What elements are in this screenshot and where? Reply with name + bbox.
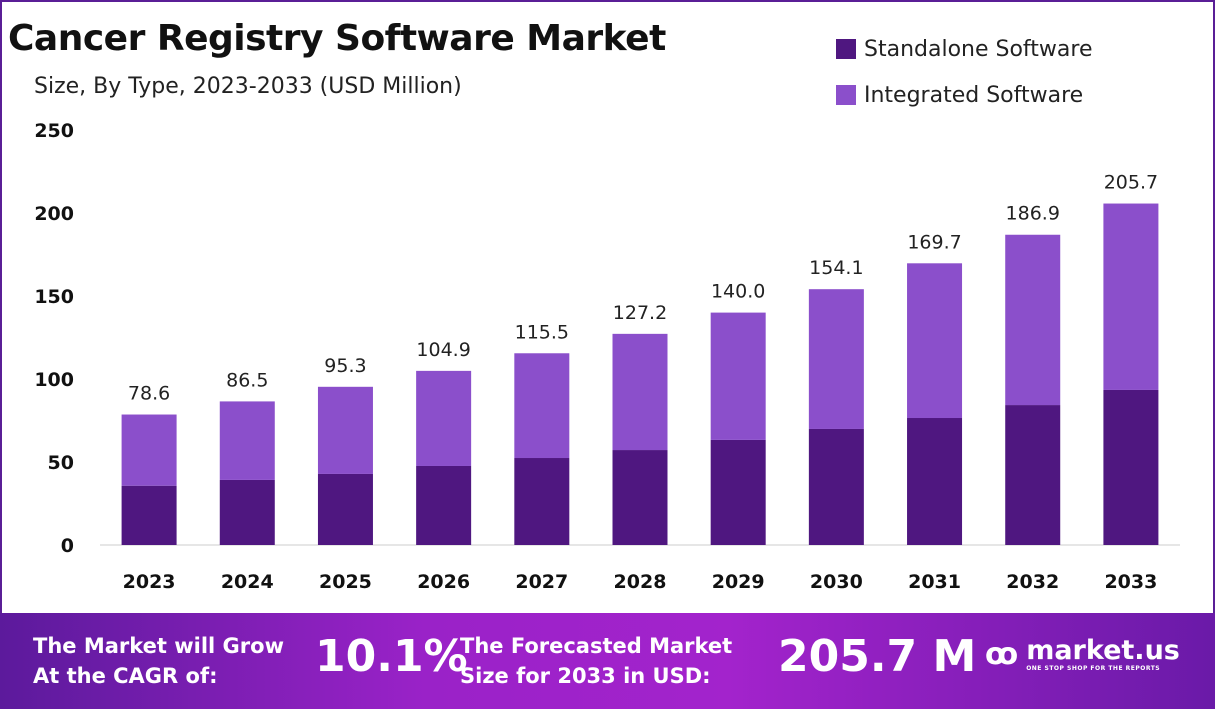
data-label: 95.3 xyxy=(324,355,366,377)
x-tick-label: 2026 xyxy=(417,571,470,593)
bar-standalone xyxy=(219,479,275,545)
bar-integrated xyxy=(317,386,373,474)
bar-integrated xyxy=(612,333,668,451)
legend-label: Standalone Software xyxy=(864,36,1093,62)
data-label: 205.7 xyxy=(1104,172,1158,194)
bar-standalone xyxy=(317,473,373,545)
legend-swatch xyxy=(836,39,856,59)
chart-subtitle: Size, By Type, 2023-2033 (USD Million) xyxy=(34,74,462,99)
legend-item-integrated: Integrated Software xyxy=(836,72,1093,118)
bar-integrated xyxy=(808,289,864,429)
data-label: 104.9 xyxy=(416,339,470,361)
legend: Standalone Software Integrated Software xyxy=(836,26,1093,118)
data-label: 186.9 xyxy=(1006,203,1060,225)
y-tick-label: 150 xyxy=(34,286,74,308)
legend-swatch xyxy=(836,85,856,105)
forecast-label: The Forecasted Market Size for 2033 in US… xyxy=(460,634,733,688)
y-tick-label: 200 xyxy=(34,203,74,225)
bar-standalone xyxy=(1005,405,1061,545)
data-label: 154.1 xyxy=(809,257,863,279)
chart-plot: 0 50 100 150 200 250 78.6 2023 86.5 2024 95.3 2025 1… xyxy=(34,120,1180,593)
cagr-value: 10.1% xyxy=(315,631,468,682)
bar-standalone xyxy=(710,439,766,545)
bar-standalone xyxy=(514,458,570,545)
chart-title: Cancer Registry Software Market xyxy=(8,18,666,59)
legend-item-standalone: Standalone Software xyxy=(836,26,1093,72)
logo-tagline: ONE STOP SHOP FOR THE REPORTS xyxy=(1026,665,1161,672)
bar-standalone xyxy=(121,485,177,545)
data-label: 169.7 xyxy=(907,231,961,253)
x-tick-label: 2024 xyxy=(221,571,274,593)
x-tick-label: 2030 xyxy=(810,571,863,593)
bar-standalone xyxy=(612,450,668,545)
bar-integrated xyxy=(121,414,177,486)
forecast-value: 205.7 M xyxy=(778,631,977,682)
x-tick-label: 2032 xyxy=(1006,571,1059,593)
bar-integrated xyxy=(416,370,472,466)
y-tick-label: 0 xyxy=(61,535,74,557)
data-label: 140.0 xyxy=(711,281,765,303)
y-tick-label: 100 xyxy=(34,369,74,391)
bar-integrated xyxy=(219,401,275,480)
y-tick-label: 50 xyxy=(48,452,74,474)
market-us-logo: ꝏ market.us ONE STOP SHOP FOR THE REPORTS xyxy=(985,635,1180,673)
bar-integrated xyxy=(710,312,766,440)
bar-integrated xyxy=(1005,234,1061,406)
x-tick-label: 2031 xyxy=(908,571,961,593)
bar-standalone xyxy=(808,428,864,545)
x-tick-label: 2029 xyxy=(712,571,765,593)
bar-standalone xyxy=(416,465,472,545)
x-tick-label: 2025 xyxy=(319,571,372,593)
bar-integrated xyxy=(1103,203,1159,390)
x-tick-label: 2027 xyxy=(515,571,568,593)
data-label: 127.2 xyxy=(613,302,667,324)
cagr-label: The Market will Grow At the CAGR of: xyxy=(33,634,284,688)
bar-standalone xyxy=(907,418,963,545)
data-label: 78.6 xyxy=(128,383,170,405)
x-tick-label: 2023 xyxy=(123,571,176,593)
x-tick-label: 2033 xyxy=(1104,571,1157,593)
legend-label: Integrated Software xyxy=(864,82,1084,108)
footer-banner: The Market will Grow At the CAGR of: 10.1… xyxy=(0,613,1215,709)
data-label: 86.5 xyxy=(226,369,268,391)
bar-integrated xyxy=(514,353,570,459)
logo-name: market.us xyxy=(1026,635,1180,666)
y-tick-label: 250 xyxy=(34,120,74,142)
bar-integrated xyxy=(907,263,963,419)
x-tick-label: 2028 xyxy=(614,571,667,593)
logo-mark-icon: ꝏ xyxy=(985,637,1019,672)
data-label: 115.5 xyxy=(515,321,569,343)
bar-standalone xyxy=(1103,389,1159,545)
